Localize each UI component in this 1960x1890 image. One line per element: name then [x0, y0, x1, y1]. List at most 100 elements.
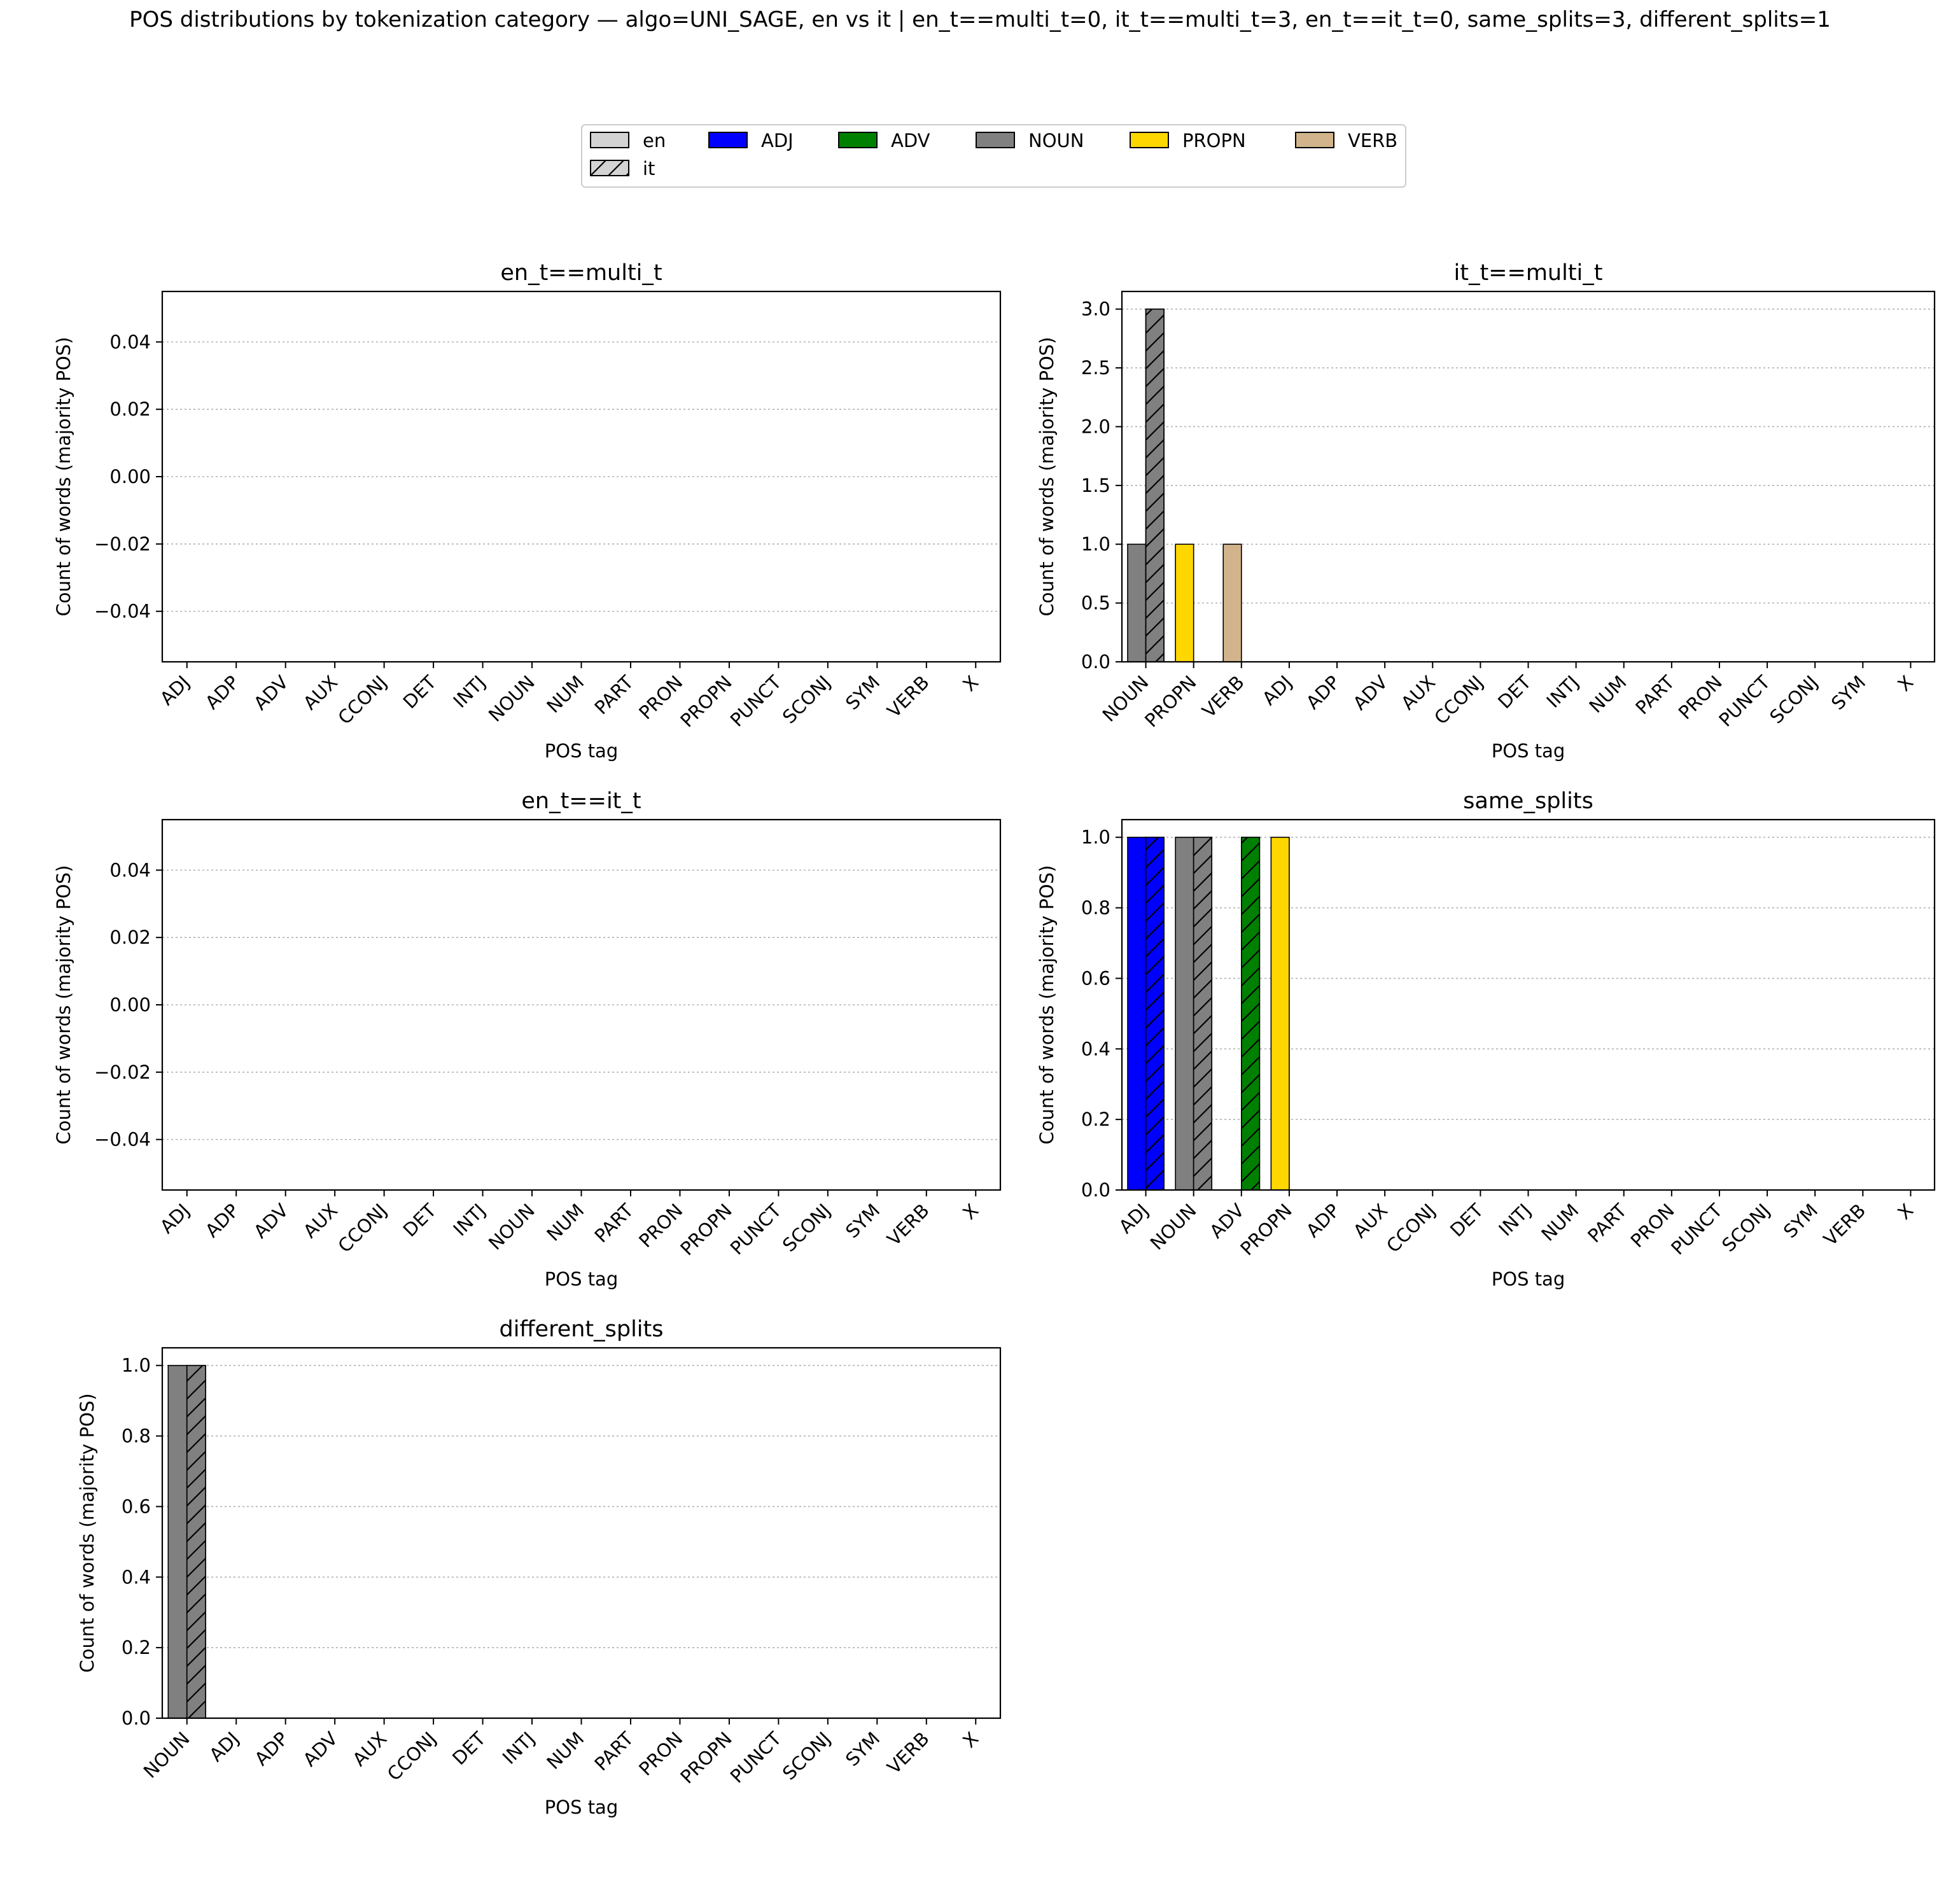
- panel-title: it_t==multi_t: [1454, 260, 1603, 286]
- bar-hatch-it-adj: [1145, 836, 1165, 1191]
- x-tick-label: ADP: [201, 671, 243, 713]
- y-tick-label: 0.02: [109, 398, 151, 420]
- x-tick-label: X: [1893, 1200, 1917, 1224]
- x-tick-label: SYM: [841, 1728, 884, 1770]
- y-tick-label: 0.2: [122, 1637, 151, 1658]
- x-tick-label: NOUN: [1146, 1200, 1201, 1254]
- x-tick-label: VERB: [883, 1728, 933, 1778]
- x-tick-label: NOUN: [484, 1200, 539, 1254]
- y-tick-label: 0.00: [109, 466, 151, 487]
- bar-en-propn: [1175, 543, 1194, 662]
- bar-en-noun: [167, 1364, 188, 1719]
- legend-swatch-noun: [976, 132, 1015, 148]
- x-tick-label: INTJ: [1543, 671, 1583, 712]
- x-tick-label: ADV: [249, 671, 293, 715]
- x-tick-label: PROPN: [676, 1728, 736, 1788]
- y-tick-label: −0.04: [94, 1129, 151, 1151]
- legend-swatch-it-hatch: [590, 160, 629, 176]
- legend-label-adj: ADJ: [761, 130, 794, 151]
- x-tick-label: SCONJ: [778, 1728, 835, 1784]
- x-tick-label: VERB: [883, 671, 933, 722]
- legend-swatch-propn: [1130, 132, 1169, 148]
- x-tick-label: SCONJ: [1765, 671, 1822, 728]
- legend-label-noun: NOUN: [1028, 130, 1084, 151]
- y-tick-label: 0.0: [1081, 651, 1110, 673]
- x-tick-label: PROPN: [676, 671, 736, 732]
- x-tick-label: INTJ: [1494, 1200, 1535, 1240]
- x-tick-label: SCONJ: [1718, 1200, 1774, 1256]
- x-axis-label: POS tag: [1492, 740, 1565, 762]
- x-tick-label: X: [958, 1728, 983, 1752]
- x-tick-label: INTJ: [498, 1728, 539, 1768]
- x-tick-label: ADP: [1302, 671, 1344, 713]
- y-axis-label: Count of words (majority POS): [76, 1393, 98, 1672]
- x-tick-label: DET: [1494, 671, 1536, 713]
- legend-label-adv: ADV: [891, 130, 930, 151]
- x-axis-label: POS tag: [1492, 1268, 1565, 1290]
- x-tick-label: AUX: [299, 1200, 342, 1242]
- x-tick-label: SYM: [1779, 1200, 1822, 1242]
- legend-label-verb: VERB: [1348, 130, 1397, 151]
- y-tick-label: 0.4: [1081, 1038, 1110, 1060]
- x-tick-label: SCONJ: [778, 671, 835, 728]
- y-axis-label: Count of words (majority POS): [1036, 865, 1058, 1144]
- y-axis-label: Count of words (majority POS): [1036, 337, 1058, 616]
- x-tick-label: ADP: [201, 1200, 243, 1242]
- x-tick-label: X: [958, 1200, 983, 1224]
- y-tick-label: 1.0: [122, 1355, 151, 1376]
- x-tick-label: NUM: [1585, 671, 1631, 717]
- bar-hatch-it-noun: [186, 1364, 206, 1719]
- x-tick-label: SYM: [1827, 671, 1870, 714]
- x-tick-label: X: [958, 671, 983, 696]
- x-tick-label: PART: [591, 671, 638, 719]
- panel-title: en_t==it_t: [521, 788, 641, 814]
- x-tick-label: ADV: [1349, 671, 1392, 715]
- x-tick-label: DET: [399, 1200, 441, 1242]
- x-tick-label: NUM: [542, 1200, 588, 1245]
- y-tick-label: 0.0: [1081, 1179, 1110, 1201]
- x-tick-label: SYM: [841, 671, 884, 714]
- x-tick-label: NUM: [542, 1728, 588, 1774]
- axes-frame: [161, 1347, 1002, 1719]
- y-tick-label: 0.8: [1081, 897, 1110, 919]
- x-tick-label: PROPN: [676, 1200, 736, 1260]
- y-tick-label: 0.00: [109, 994, 151, 1016]
- x-tick-label: ADJ: [156, 671, 194, 710]
- y-axis-label: Count of words (majority POS): [53, 865, 74, 1144]
- y-tick-label: 2.5: [1081, 357, 1110, 379]
- x-tick-label: NUM: [542, 671, 588, 717]
- x-tick-label: CCONJ: [383, 1728, 440, 1785]
- x-tick-label: NUM: [1537, 1200, 1583, 1245]
- x-tick-label: SYM: [841, 1200, 884, 1242]
- bar-en-adj: [1127, 836, 1147, 1191]
- legend-label-it: it: [643, 158, 655, 179]
- y-tick-label: 0.02: [109, 927, 151, 948]
- panel-title: same_splits: [1463, 788, 1593, 814]
- x-tick-label: AUX: [1349, 1200, 1392, 1242]
- x-tick-label: VERB: [1819, 1200, 1870, 1250]
- bar-hatch-it-noun: [1193, 836, 1213, 1191]
- y-tick-label: 1.0: [1081, 827, 1110, 848]
- x-tick-label: VERB: [1198, 671, 1248, 722]
- y-tick-label: 0.4: [122, 1566, 151, 1588]
- x-tick-label: CCONJ: [1430, 671, 1487, 729]
- x-tick-label: CCONJ: [333, 1200, 391, 1257]
- x-tick-label: AUX: [299, 671, 342, 714]
- y-tick-label: 0.0: [122, 1707, 151, 1729]
- x-tick-label: ADJ: [1258, 671, 1296, 710]
- x-axis-label: POS tag: [545, 1796, 619, 1818]
- figure-title: POS distributions by tokenization catego…: [129, 7, 1831, 32]
- bar-en-noun: [1127, 543, 1147, 662]
- x-tick-label: INTJ: [449, 1200, 490, 1240]
- y-tick-label: 0.2: [1081, 1109, 1110, 1130]
- x-tick-label: ADJ: [156, 1200, 194, 1238]
- x-tick-label: PROPN: [1236, 1200, 1296, 1260]
- legend-label-propn: PROPN: [1182, 130, 1246, 151]
- x-tick-label: PUNCT: [1714, 671, 1774, 731]
